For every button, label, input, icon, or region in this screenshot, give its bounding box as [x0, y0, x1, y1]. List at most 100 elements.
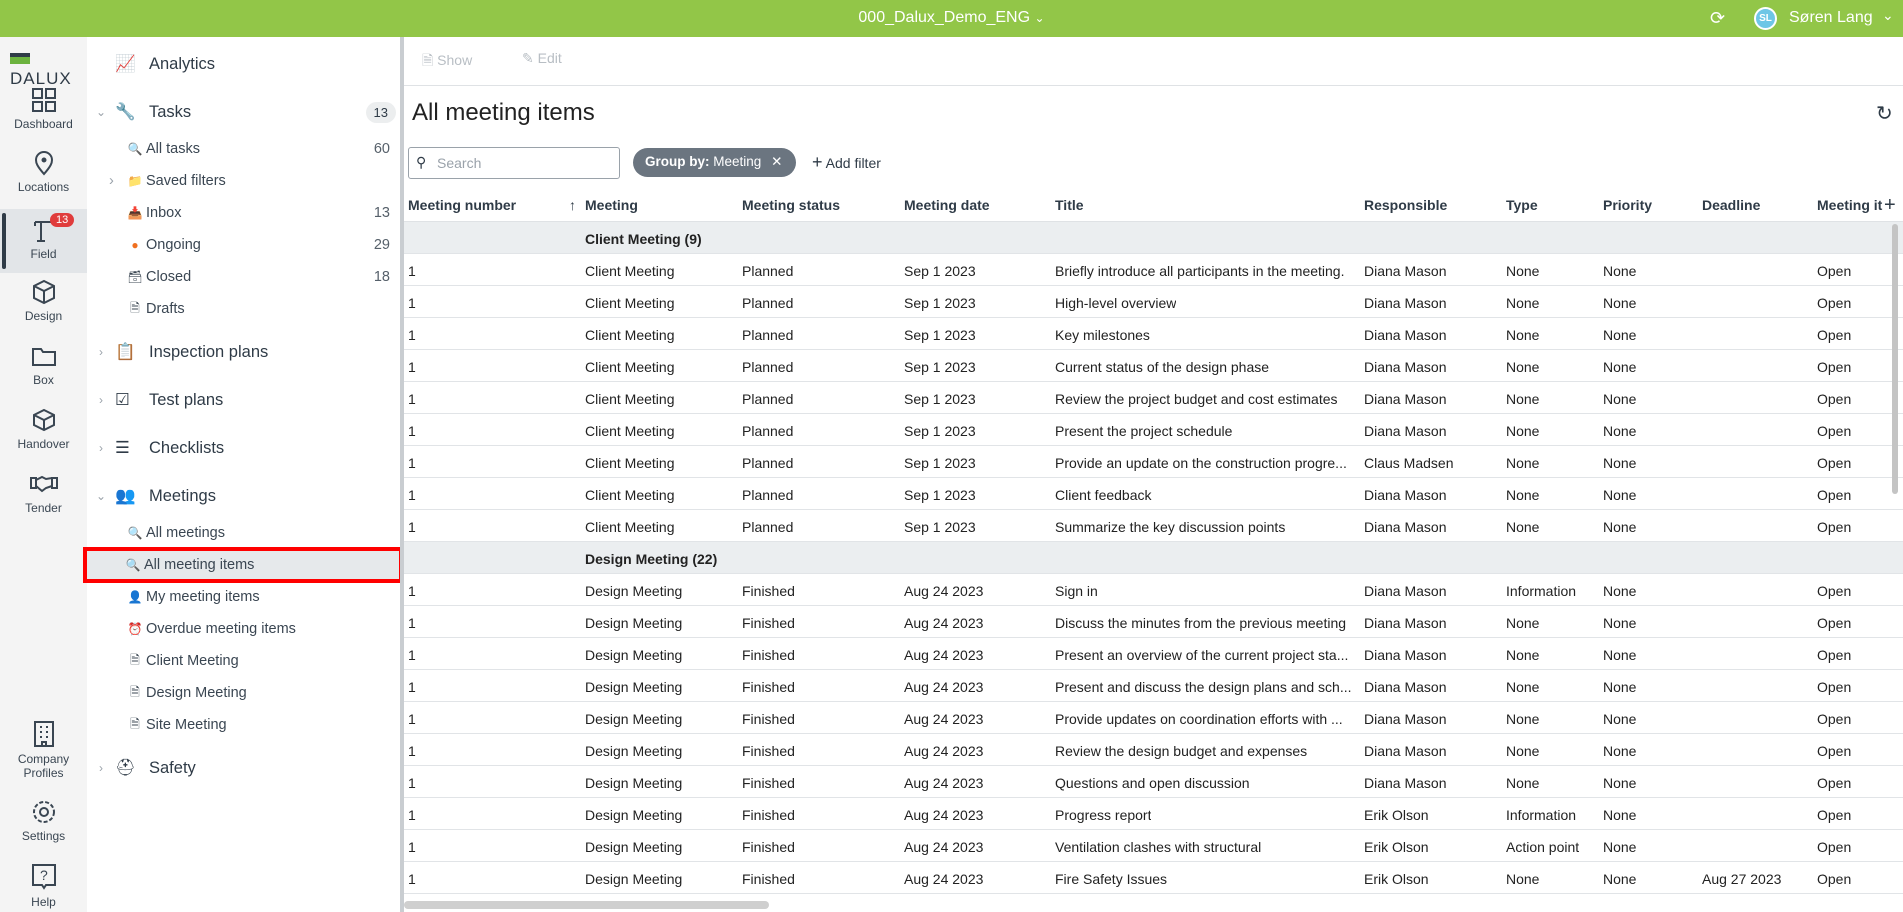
rail-item-handover[interactable]: Handover — [0, 407, 87, 451]
search-icon: ⚲ — [416, 154, 427, 170]
project-selector[interactable]: 000_Dalux_Demo_ENG ⌄ — [0, 9, 1903, 27]
history-icon[interactable]: ⟳ — [1710, 8, 1726, 28]
nav-closed[interactable]: 🗃 Closed 18 — [127, 269, 390, 285]
nav-checklists[interactable]: › ☰ Checklists — [87, 432, 400, 464]
nav-drafts[interactable]: 🗎 Drafts — [87, 293, 400, 325]
rail-item-field[interactable]: 13 Field — [0, 209, 87, 273]
table-row[interactable]: 1 Client Meeting Planned Sep 1 2023 Briefly … — [404, 254, 1903, 286]
column-header[interactable]: Priority — [1603, 197, 1653, 213]
cell: Diana Mason — [1364, 711, 1447, 727]
horizontal-scrollbar[interactable] — [404, 901, 769, 909]
nav-safety[interactable]: › ⛑ Safety — [87, 752, 400, 784]
table-row[interactable]: 1 Design Meeting Finished Aug 24 2023 Fire S… — [404, 862, 1903, 894]
avatar[interactable]: SL — [1754, 7, 1777, 30]
top-bar: 000_Dalux_Demo_ENG ⌄ ⟳ SL Søren Lang ⌄ — [0, 0, 1903, 37]
vertical-scrollbar[interactable] — [1892, 224, 1898, 494]
nav-ongoing[interactable]: ● Ongoing 29 — [87, 229, 400, 261]
rail-item-tender[interactable]: Tender — [0, 471, 87, 515]
nav-meetings[interactable]: ⌄ 👥 Meetings — [87, 480, 400, 512]
nav-all-meetings[interactable]: 🔍 All meetings — [127, 525, 225, 541]
table-row[interactable]: 1 Design Meeting Finished Aug 24 2023 Ventil… — [404, 830, 1903, 862]
table-row[interactable]: 1 Client Meeting Planned Sep 1 2023 Review t… — [404, 382, 1903, 414]
project-name: 000_Dalux_Demo_ENG — [858, 9, 1031, 26]
search-input[interactable]: ⚲ Search — [408, 147, 620, 179]
alarm-icon: ⏰ — [127, 622, 143, 636]
nav-my-meeting-items[interactable]: 👤 My meeting items — [127, 589, 260, 605]
table-row[interactable]: 1 Design Meeting Finished Aug 24 2023 Presen… — [404, 638, 1903, 670]
column-header[interactable]: Type — [1506, 197, 1538, 213]
table-row[interactable]: 1 Client Meeting Planned Sep 1 2023 Current … — [404, 350, 1903, 382]
cell: Open — [1817, 455, 1852, 471]
table-row[interactable]: 1 Design Meeting Finished Aug 24 2023 Provid… — [404, 702, 1903, 734]
chevron-down-icon[interactable]: ⌄ — [1882, 7, 1894, 23]
group-by-chip[interactable]: Group by: Meeting ✕ — [633, 148, 796, 177]
nav-inspection-plans[interactable]: › 📋 Inspection plans — [87, 336, 400, 368]
nav-all-tasks[interactable]: 🔍 All tasks 60 — [127, 141, 390, 157]
table-row[interactable]: 1 Client Meeting Planned Sep 1 2023 Key mile… — [404, 318, 1903, 350]
rail-item-locations[interactable]: Locations — [0, 150, 87, 194]
cell: None — [1506, 679, 1540, 695]
nav-client-meeting[interactable]: 🗎 Client Meeting — [87, 645, 400, 677]
close-icon[interactable]: ✕ — [771, 154, 783, 169]
cell: None — [1603, 423, 1637, 439]
nav-design-meeting[interactable]: 🗎 Design Meeting — [87, 677, 400, 709]
cell: Open — [1817, 519, 1852, 535]
nav-site-meeting[interactable]: 🗎 Site Meeting — [87, 709, 400, 741]
user-name[interactable]: Søren Lang — [1789, 9, 1873, 26]
show-button[interactable]: 🗎 Show — [422, 52, 473, 68]
rail-item-help[interactable]: ? Help — [0, 863, 87, 909]
orange-dot-icon: ● — [131, 238, 139, 252]
nav-all-meeting-items[interactable]: 🔍 All meeting items — [83, 547, 403, 583]
toolbar-divider — [404, 85, 1903, 86]
add-column-icon[interactable]: + — [1884, 194, 1903, 217]
column-header[interactable]: Responsible — [1364, 197, 1448, 213]
table-row[interactable]: 1 Design Meeting Finished Aug 24 2023 Progre… — [404, 798, 1903, 830]
cell: Aug 24 2023 — [904, 839, 984, 855]
table-row[interactable]: 1 Client Meeting Planned Sep 1 2023 Present … — [404, 414, 1903, 446]
column-header[interactable]: Meeting number — [408, 197, 517, 213]
cell: Open — [1817, 839, 1852, 855]
panel-divider[interactable] — [400, 37, 404, 912]
table-row[interactable]: 1 Client Meeting Planned Sep 1 2023 Client f… — [404, 478, 1903, 510]
column-header[interactable]: Meeting it — [1817, 197, 1883, 213]
cell: None — [1603, 487, 1637, 503]
column-header[interactable]: Title — [1055, 197, 1084, 213]
group-row[interactable]: Client Meeting (9) — [404, 222, 1903, 254]
nav-tasks[interactable]: ⌄ 🔧 Tasks 13 — [87, 96, 400, 128]
table-row[interactable]: 1 Design Meeting Finished Aug 24 2023 Presen… — [404, 670, 1903, 702]
column-header[interactable]: Deadline — [1702, 197, 1761, 213]
edit-button[interactable]: ✎ Edit — [522, 50, 562, 66]
rail-item-settings[interactable]: Settings — [0, 799, 87, 843]
cell: Client Meeting — [585, 359, 675, 375]
cell: Open — [1817, 679, 1852, 695]
add-filter-button[interactable]: + Add filter — [812, 152, 881, 172]
table-row[interactable]: 1 Client Meeting Planned Sep 1 2023 Summariz… — [404, 510, 1903, 542]
rail-item-dashboard[interactable]: Dashboard — [0, 87, 87, 131]
table-row[interactable]: 1 Client Meeting Planned Sep 1 2023 High-lev… — [404, 286, 1903, 318]
cell: Client Meeting — [585, 391, 675, 407]
cell: None — [1506, 519, 1540, 535]
refresh-icon[interactable]: ↻ — [1876, 103, 1893, 125]
rail-item-box[interactable]: Box — [0, 343, 87, 387]
cell: Open — [1817, 359, 1852, 375]
cell: Discuss the minutes from the previous me… — [1055, 615, 1347, 631]
column-header[interactable]: Meeting status — [742, 197, 841, 213]
column-header[interactable]: ↑ Meeting — [569, 197, 638, 213]
table-row[interactable]: 1 Design Meeting Finished Aug 24 2023 Discus… — [404, 606, 1903, 638]
table-row[interactable]: 1 Client Meeting Planned Sep 1 2023 Provide … — [404, 446, 1903, 478]
column-header[interactable]: Meeting date — [904, 197, 990, 213]
nav-analytics[interactable]: 📈 Analytics — [115, 54, 216, 73]
nav-inbox[interactable]: 📥 Inbox 13 — [127, 205, 390, 221]
rail-item-design[interactable]: Design — [0, 279, 87, 323]
nav-overdue-meeting-items[interactable]: ⏰ Overdue meeting items — [127, 621, 296, 637]
table-row[interactable]: 1 Design Meeting Finished Aug 24 2023 Review… — [404, 734, 1903, 766]
nav-test-plans[interactable]: › ☑ Test plans — [87, 384, 400, 416]
table-row[interactable]: 1 Design Meeting Finished Aug 24 2023 Sign i… — [404, 574, 1903, 606]
cell: High-level overview — [1055, 295, 1177, 311]
table-row[interactable]: 1 Design Meeting Finished Aug 24 2023 Questi… — [404, 766, 1903, 798]
cell: None — [1506, 775, 1540, 791]
rail-item-company-profiles[interactable]: Company Profiles — [0, 720, 87, 780]
group-row[interactable]: Design Meeting (22) — [404, 542, 1903, 574]
tasks-badge: 13 — [365, 101, 396, 123]
nav-saved-filters[interactable]: › 📁 Saved filters — [109, 173, 226, 189]
